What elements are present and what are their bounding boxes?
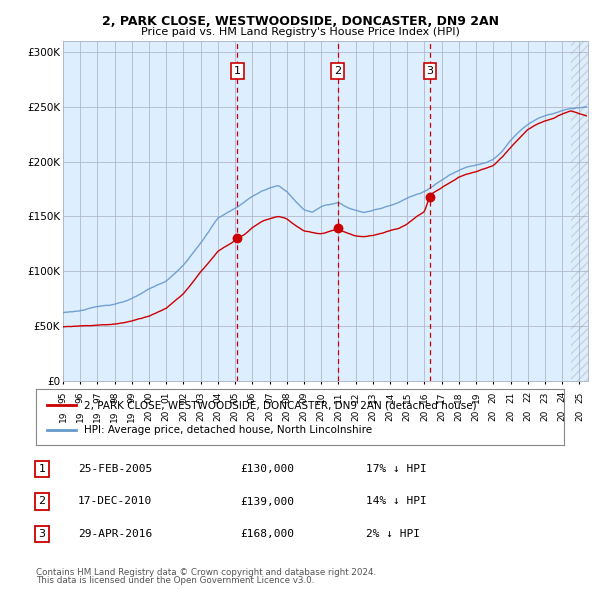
Text: 2: 2 [334, 66, 341, 76]
Text: 1: 1 [234, 66, 241, 76]
Point [425, 192, 435, 201]
Text: 22: 22 [523, 391, 532, 402]
Text: 00: 00 [145, 391, 154, 402]
Text: 20: 20 [523, 410, 532, 421]
Text: 14: 14 [386, 391, 395, 402]
Text: 20: 20 [368, 410, 377, 421]
Text: 16: 16 [420, 391, 429, 402]
Text: 19: 19 [127, 410, 136, 421]
Text: 29-APR-2016: 29-APR-2016 [78, 529, 152, 539]
Bar [571, 41, 588, 381]
Text: 20: 20 [541, 410, 550, 421]
Text: 05: 05 [230, 391, 239, 402]
Text: 96: 96 [76, 391, 85, 402]
Text: 3: 3 [38, 529, 46, 539]
Text: £130,000: £130,000 [240, 464, 294, 474]
Text: 20: 20 [575, 410, 584, 421]
Text: 20: 20 [282, 410, 291, 421]
Text: 17: 17 [437, 391, 446, 402]
Text: 19: 19 [472, 391, 481, 402]
Text: 25: 25 [575, 391, 584, 402]
Text: 25-FEB-2005: 25-FEB-2005 [78, 464, 152, 474]
Text: 20: 20 [145, 410, 154, 421]
Text: 2% ↓ HPI: 2% ↓ HPI [366, 529, 420, 539]
Text: HPI: Average price, detached house, North Lincolnshire: HPI: Average price, detached house, Nort… [83, 425, 371, 435]
Text: 20: 20 [472, 410, 481, 421]
Text: 12: 12 [351, 391, 360, 402]
Text: £168,000: £168,000 [240, 529, 294, 539]
Text: 23: 23 [541, 391, 550, 402]
Text: 20: 20 [506, 410, 515, 421]
Text: 11: 11 [334, 391, 343, 402]
Text: 08: 08 [282, 391, 291, 402]
Text: 19: 19 [76, 410, 85, 421]
Text: 20: 20 [196, 410, 205, 421]
Text: 20: 20 [489, 391, 498, 402]
Text: 2, PARK CLOSE, WESTWOODSIDE, DONCASTER, DN9 2AN (detached house): 2, PARK CLOSE, WESTWOODSIDE, DONCASTER, … [83, 400, 476, 410]
Text: 1: 1 [38, 464, 46, 474]
Text: 20: 20 [386, 410, 395, 421]
Text: 19: 19 [93, 410, 102, 421]
Text: 18: 18 [454, 391, 463, 402]
Text: 09: 09 [299, 391, 308, 402]
Text: 3: 3 [427, 66, 434, 76]
Text: 15: 15 [403, 391, 412, 402]
Text: 95: 95 [59, 391, 67, 402]
Text: 19: 19 [110, 410, 119, 421]
Text: 20: 20 [214, 410, 223, 421]
Text: 20: 20 [437, 410, 446, 421]
Text: 19: 19 [59, 410, 67, 421]
Text: 2: 2 [38, 497, 46, 506]
Text: 20: 20 [420, 410, 429, 421]
Text: 20: 20 [403, 410, 412, 421]
Text: 20: 20 [299, 410, 308, 421]
Text: £139,000: £139,000 [240, 497, 294, 506]
Text: 17% ↓ HPI: 17% ↓ HPI [366, 464, 427, 474]
Text: 10: 10 [317, 391, 326, 402]
Text: 20: 20 [248, 410, 257, 421]
Text: 21: 21 [506, 391, 515, 402]
Text: 17-DEC-2010: 17-DEC-2010 [78, 497, 152, 506]
Text: 20: 20 [317, 410, 326, 421]
Text: 03: 03 [196, 391, 205, 402]
Text: 20: 20 [489, 410, 498, 421]
Text: 20: 20 [230, 410, 239, 421]
Text: 98: 98 [110, 391, 119, 402]
Text: Contains HM Land Registry data © Crown copyright and database right 2024.: Contains HM Land Registry data © Crown c… [36, 568, 376, 577]
Text: 97: 97 [93, 391, 102, 402]
Text: 20: 20 [162, 410, 171, 421]
Text: 20: 20 [179, 410, 188, 421]
Text: 20: 20 [557, 410, 566, 421]
Text: This data is licensed under the Open Government Licence v3.0.: This data is licensed under the Open Gov… [36, 576, 314, 585]
Text: 24: 24 [557, 391, 566, 402]
Text: 02: 02 [179, 391, 188, 402]
Point [333, 224, 343, 233]
Point [233, 234, 242, 243]
Text: 07: 07 [265, 391, 274, 402]
Text: 01: 01 [162, 391, 171, 402]
Text: 20: 20 [351, 410, 360, 421]
Text: 04: 04 [214, 391, 223, 402]
Text: 13: 13 [368, 391, 377, 402]
Text: 20: 20 [454, 410, 463, 421]
Text: 06: 06 [248, 391, 257, 402]
Text: 14% ↓ HPI: 14% ↓ HPI [366, 497, 427, 506]
Text: 20: 20 [334, 410, 343, 421]
Text: 2, PARK CLOSE, WESTWOODSIDE, DONCASTER, DN9 2AN: 2, PARK CLOSE, WESTWOODSIDE, DONCASTER, … [101, 15, 499, 28]
Text: 20: 20 [265, 410, 274, 421]
Text: 99: 99 [127, 391, 136, 402]
Text: Price paid vs. HM Land Registry's House Price Index (HPI): Price paid vs. HM Land Registry's House … [140, 27, 460, 37]
